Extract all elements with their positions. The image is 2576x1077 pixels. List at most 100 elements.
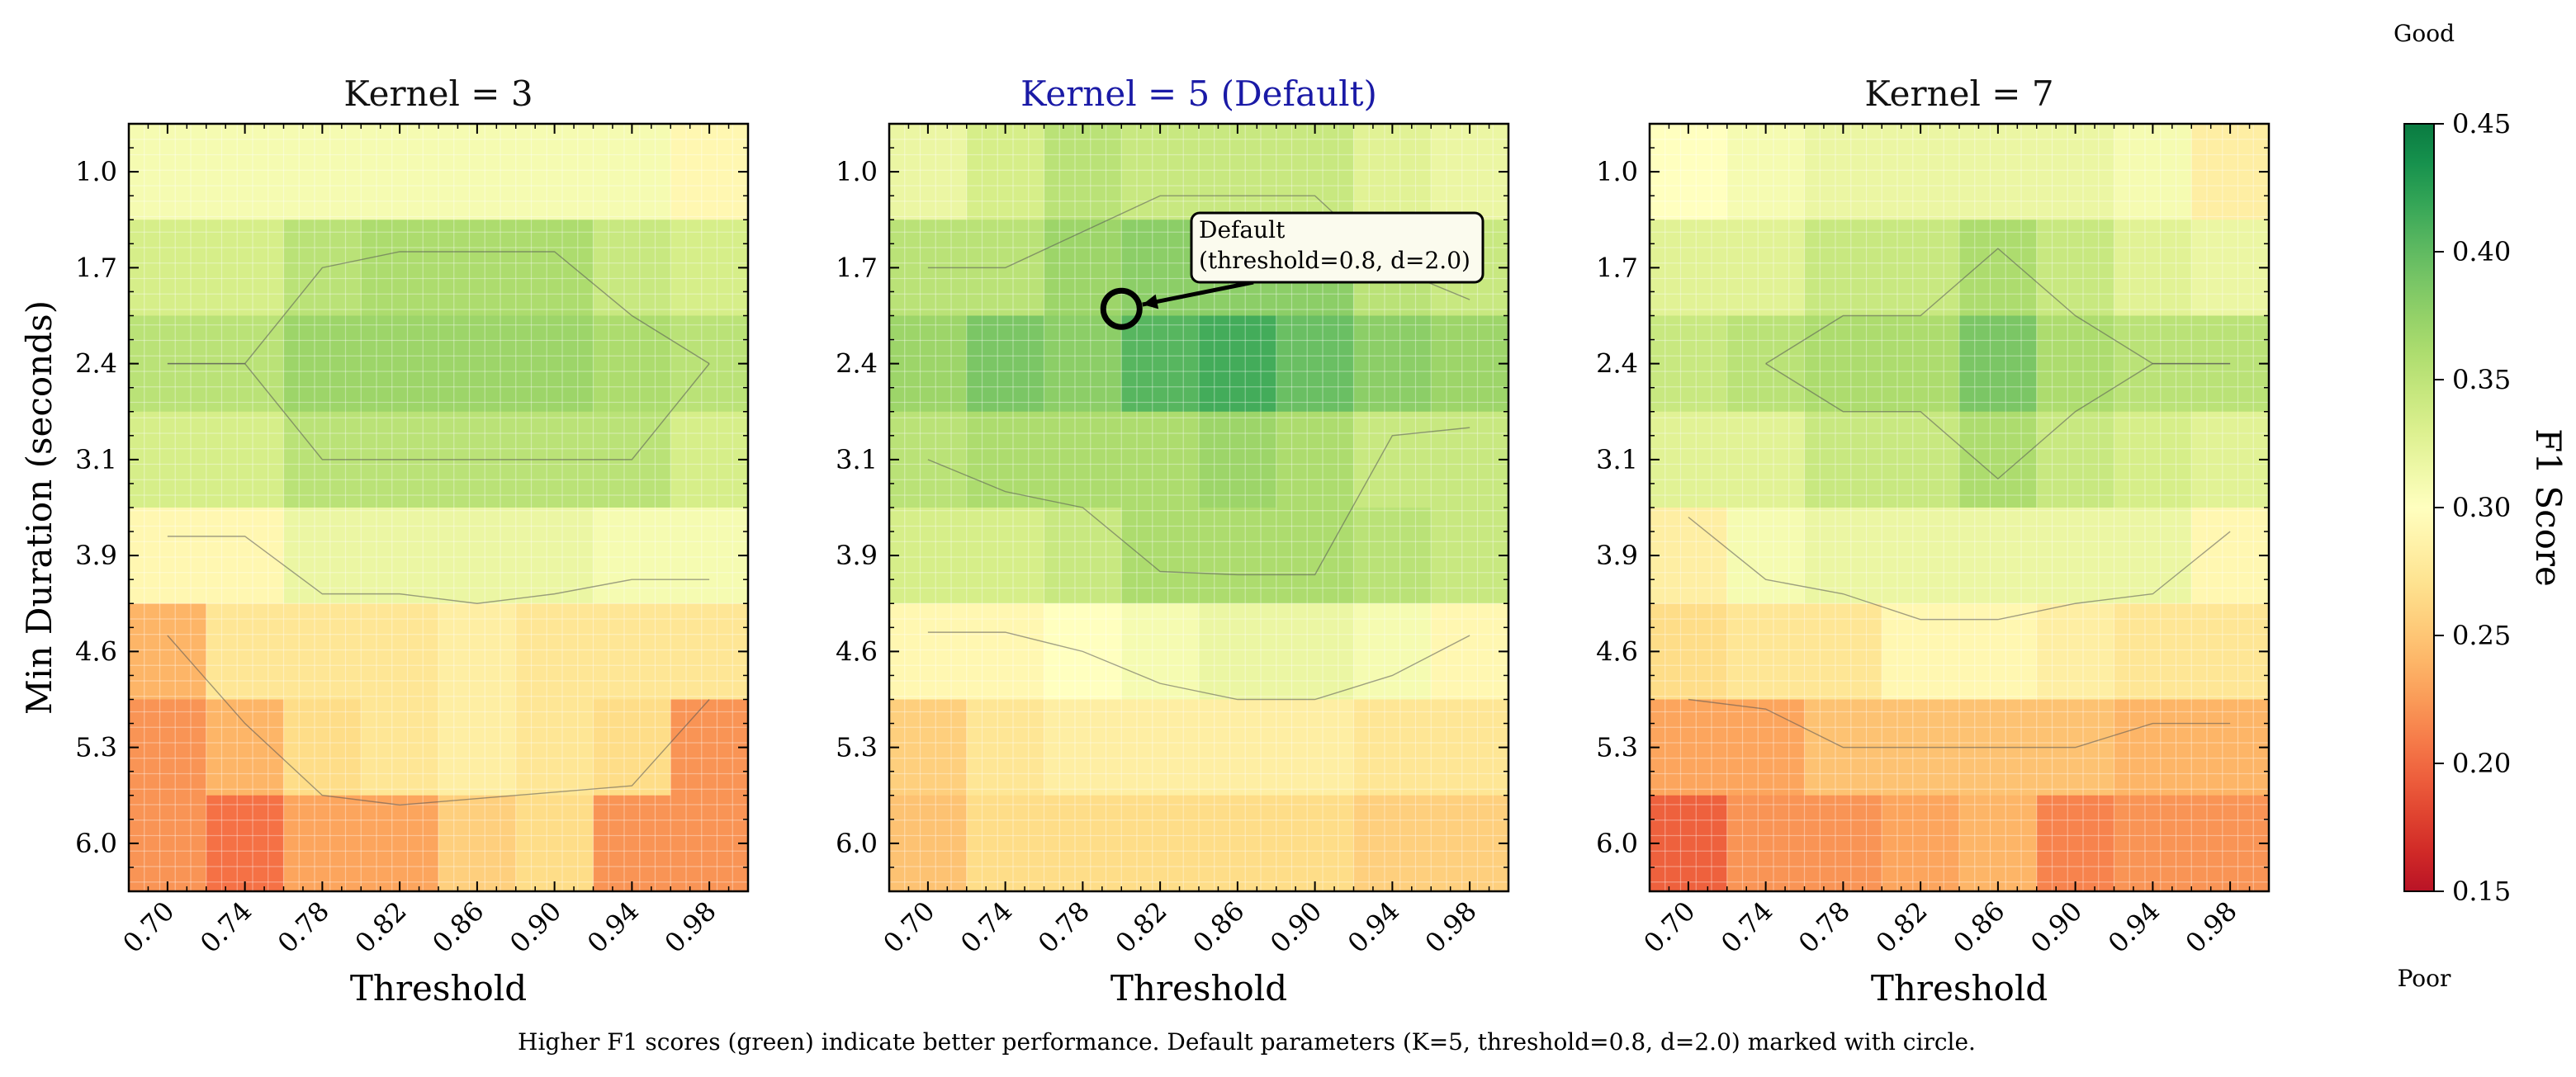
heatmap-cell [2191,220,2270,316]
heatmap-cell [1650,508,1728,604]
y-tick-label: 1.0 [836,156,878,187]
heatmap-cell [1431,603,1509,700]
x-tick-label: 0.70 [1637,895,1701,959]
heatmap-cell [1199,124,1277,220]
x-tick-label: 0.90 [1264,895,1328,959]
default-annotation: Default (threshold=0.8, d=2.0) [1142,211,1485,309]
y-tick-label: 1.0 [75,156,117,187]
y-tick-label: 3.1 [836,444,878,475]
heatmap-cell [283,699,362,796]
panel-title: Kernel = 7 [1864,73,2053,114]
y-tick-label: 4.6 [75,635,117,667]
heatmap-cell [2114,699,2192,796]
heatmap-cell [1353,795,1432,892]
heatmap-cell [966,124,1044,220]
heatmap-cell [1044,699,1122,796]
heatmap-cell [1882,315,1960,413]
heatmap-cell [1276,508,1354,604]
colorbar-label: F1 Score [2528,428,2569,587]
annotation-line-1: Default [1199,216,1286,243]
heatmap-cell [1959,603,2038,700]
heatmap-cell [1959,220,2038,316]
heatmap-cell [361,508,439,604]
heatmap-cell [1431,508,1509,604]
heatmap-cell [1650,795,1728,892]
colorbar: Good 0.45 0.40 0.35 0.30 0.25 0.20 0.15 F1 Sco… [2394,20,2569,992]
heatmap-cell [1044,411,1122,508]
panel-title: Kernel = 5 (Default) [1020,73,1377,114]
heatmap-cell [670,508,749,604]
heatmap-cell [670,411,749,508]
heatmap-cell [1959,124,2038,220]
heatmap-cell [1804,508,1882,604]
heatmap-cell [1353,411,1432,508]
x-tick-label: 0.78 [1032,895,1096,959]
heatmap-cell [2114,124,2192,220]
colorbar-tick-label: 0.45 [2452,108,2511,139]
contour-lines [167,251,710,806]
colorbar-tick-label: 0.20 [2452,748,2511,779]
heatmap-cell [2114,411,2192,508]
x-tick-label: 0.74 [954,895,1018,959]
x-tick-label: 0.70 [116,895,180,959]
annotation-line-2: (threshold=0.8, d=2.0) [1199,247,1470,274]
heatmap-cell [966,699,1044,796]
heatmap-cell [889,603,968,700]
colorbar-bottom-text: Poor [2398,965,2451,992]
grid-lines [129,124,748,891]
heatmap-cell [1650,315,1728,413]
x-tick-label: 0.74 [194,895,258,959]
heatmap-cell [129,603,207,700]
heatmap-cell [206,124,284,220]
heatmap-cell [1353,603,1432,700]
heatmap-cell [1882,220,1960,316]
heatmap-cell [1726,220,1805,316]
heatmap-cell [1044,220,1122,316]
colorbar-top-text: Good [2394,20,2455,47]
heatmap-cell [2191,795,2270,892]
heatmap-cell [1276,795,1354,892]
x-tick-label: 0.94 [1342,895,1405,959]
heatmap-cell [438,795,517,892]
heatmap-cell [966,603,1044,700]
heatmap-cell [1044,315,1122,413]
heatmap-cell [1431,315,1509,413]
heatmap-cell [1199,795,1277,892]
heatmap-cell [670,603,749,700]
heatmap-cell [1431,411,1509,508]
heatmap-cell [1650,603,1728,700]
x-tick-label: 0.98 [1419,895,1483,959]
heatmap-cell [1726,508,1805,604]
x-axis-label: Threshold [350,968,527,1009]
heatmap-cell [889,508,968,604]
heatmap-cell [1121,795,1200,892]
heatmap-cell [2191,699,2270,796]
heatmap-cell [361,795,439,892]
major-ticks [1650,124,2269,891]
heatmap-cell [1044,795,1122,892]
heatmap-cell [129,124,207,220]
heatmap-cell [593,124,671,220]
heatmap-cell [1650,411,1728,508]
x-tick-label: 0.70 [877,895,940,959]
y-tick-label: 3.1 [75,444,117,475]
y-tick-label: 1.7 [1596,252,1638,283]
panel-title: Kernel = 3 [343,73,533,114]
heatmap-cell [670,699,749,796]
figure-caption: Higher F1 scores (green) indicate better… [518,1028,1976,1056]
x-tick-label: 0.82 [1870,895,1934,959]
heatmap-cell [2036,508,2114,604]
heatmap-cell [2191,411,2270,508]
heatmap-cell [2191,603,2270,700]
heatmap-cell [129,411,207,508]
heatmap-cell [1882,411,1960,508]
x-tick-label: 0.90 [504,895,567,959]
heatmap-cell [1959,508,2038,604]
heatmap-cell [2036,795,2114,892]
heatmap-cell [129,795,207,892]
heatmap-cell [966,411,1044,508]
heatmap-cell [1353,508,1432,604]
heatmap-cell [1199,411,1277,508]
heatmap-cell [1121,699,1200,796]
